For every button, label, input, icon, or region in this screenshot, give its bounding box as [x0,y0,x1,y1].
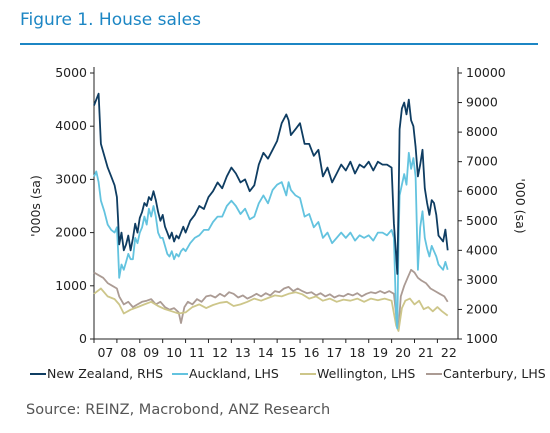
x-tick-label: 14 [258,345,274,360]
series-line-wellington [93,287,449,332]
house-sales-chart: 0 1000 2000 3000 4000 5000 1000 2000 3000 4000 500… [28,65,546,381]
left-tick-label: 0 [79,331,87,346]
right-tick-label: 8000 [466,124,498,139]
series-line-new_zealand [93,92,449,275]
left-tick-label: 3000 [55,171,87,186]
right-tick-label: 10000 [466,65,506,80]
x-tick-label: 10 [166,345,182,360]
left-tick-label: 4000 [55,118,87,133]
axes: 0 1000 2000 3000 4000 5000 1000 2000 3000 4000 500… [28,65,528,360]
right-tick-label: 4000 [466,242,498,257]
x-tick-label: 15 [281,345,297,360]
right-tick-label: 6000 [466,183,498,198]
x-tick-label: 12 [212,345,228,360]
right-tick-label: 5000 [466,213,498,228]
series-lines [93,92,449,332]
legend-label-new_zealand: New Zealand, RHS [47,366,163,381]
legend: New Zealand, RHS Auckland, LHS Wellington,… [30,366,546,381]
x-tick-label: 17 [326,345,342,360]
x-tick-label: 09 [143,345,159,360]
left-tick-label: 5000 [55,65,87,80]
x-tick-label: 16 [304,345,320,360]
legend-label-wellington: Wellington, LHS [317,366,415,381]
right-tick-label: 2000 [466,301,498,316]
right-tick-label: 3000 [466,272,498,287]
x-tick-label: 13 [235,345,251,360]
x-tick-label: 21 [418,345,434,360]
right-axis-label: '000 (sa) [513,178,528,233]
left-tick-label: 2000 [55,225,87,240]
x-tick-label: 19 [372,345,388,360]
x-tick-label: 07 [97,345,113,360]
x-tick-label: 18 [349,345,365,360]
legend-label-canterbury: Canterbury, LHS [443,366,546,381]
title-rule [20,43,538,45]
source-note: Source: REINZ, Macrobond, ANZ Research [26,402,331,418]
x-tick-label: 08 [120,345,136,360]
x-tick-label: 22 [441,345,457,360]
x-tick-label: 11 [189,345,205,360]
right-tick-label: 7000 [466,154,498,169]
series-line-auckland [93,151,449,330]
left-axis-label: '000s (sa) [28,175,43,237]
figure-title: Figure 1. House sales [20,10,201,30]
right-tick-label: 9000 [466,95,498,110]
right-tick-label: 1000 [466,331,498,346]
x-tick-label: 20 [395,345,411,360]
left-tick-label: 1000 [55,278,87,293]
legend-label-auckland: Auckland, LHS [189,366,279,381]
